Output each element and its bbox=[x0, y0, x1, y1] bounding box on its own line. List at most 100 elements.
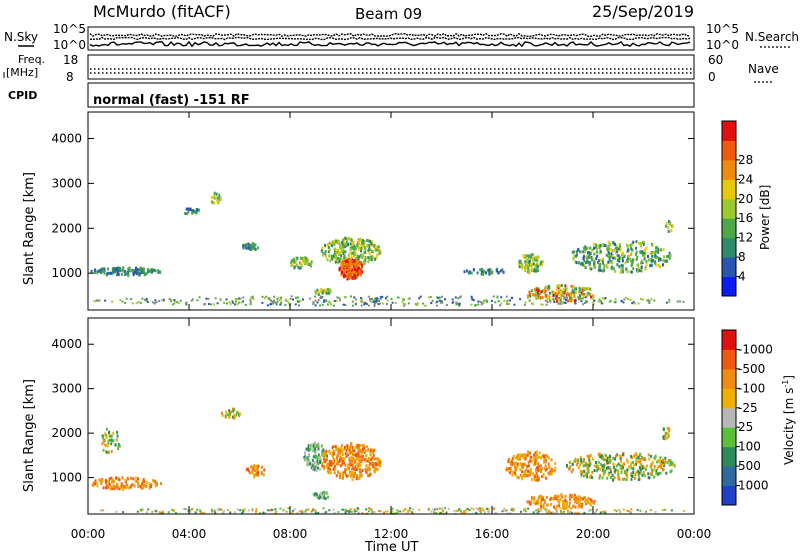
echo-cell bbox=[557, 286, 560, 290]
echo-cell bbox=[136, 510, 139, 513]
echo-cell bbox=[319, 304, 322, 307]
echo-cell bbox=[554, 512, 556, 515]
echo-cell bbox=[364, 259, 367, 262]
echo-cell bbox=[322, 448, 325, 452]
velocity-colorbar-frame bbox=[721, 329, 737, 506]
time-xtick-label: 12:00 bbox=[374, 527, 409, 541]
echo-cell bbox=[584, 245, 587, 249]
echo-cell bbox=[376, 467, 379, 471]
echo-cell bbox=[562, 287, 565, 291]
echo-cell bbox=[314, 299, 317, 302]
echo-cell bbox=[611, 254, 614, 258]
echo-cell bbox=[613, 301, 616, 304]
echo-cell bbox=[630, 270, 633, 274]
echo-cell bbox=[251, 242, 254, 246]
echo-cell bbox=[529, 294, 532, 298]
echo-cell bbox=[326, 303, 329, 306]
echo-cell bbox=[431, 508, 434, 511]
echo-cell bbox=[321, 247, 324, 251]
echo-cell bbox=[627, 298, 630, 301]
echo-cell bbox=[332, 304, 335, 307]
echo-cell bbox=[345, 510, 348, 513]
echo-cell bbox=[333, 300, 336, 302]
echo-cell bbox=[341, 250, 344, 254]
echo-cell bbox=[322, 507, 325, 510]
power-scatter bbox=[90, 191, 685, 307]
echo-cell bbox=[536, 255, 539, 259]
echo-cell bbox=[95, 482, 98, 486]
echo-cell bbox=[618, 477, 621, 481]
echo-cell bbox=[466, 269, 469, 273]
echo-cell bbox=[657, 247, 660, 251]
echo-cell bbox=[365, 302, 368, 305]
echo-cell bbox=[247, 246, 250, 250]
echo-cell bbox=[219, 197, 222, 201]
echo-cell bbox=[537, 289, 540, 292]
echo-cell bbox=[338, 297, 341, 300]
echo-cell bbox=[562, 502, 564, 506]
echo-cell bbox=[526, 453, 529, 457]
echo-cell bbox=[269, 303, 272, 306]
echo-cell bbox=[601, 511, 604, 513]
echo-cell bbox=[407, 297, 410, 300]
echo-cell bbox=[657, 249, 660, 253]
echo-cell bbox=[356, 445, 359, 449]
echo-cell bbox=[535, 293, 538, 297]
echo-cell bbox=[562, 292, 565, 296]
echo-cell bbox=[530, 496, 533, 500]
echo-cell bbox=[416, 304, 419, 307]
echo-cell bbox=[584, 500, 587, 503]
echo-cell bbox=[337, 450, 340, 454]
echo-cell bbox=[351, 275, 354, 279]
echo-cell bbox=[645, 510, 647, 513]
echo-cell bbox=[196, 208, 199, 212]
echo-cell bbox=[371, 511, 374, 514]
echo-cell bbox=[292, 257, 295, 261]
echo-cell bbox=[332, 449, 335, 453]
echo-cell bbox=[378, 299, 380, 302]
echo-cell bbox=[558, 284, 560, 288]
echo-cell bbox=[639, 460, 642, 464]
echo-cell bbox=[390, 298, 393, 300]
echo-cell bbox=[371, 456, 374, 460]
echo-cell bbox=[605, 263, 608, 267]
echo-cell bbox=[360, 246, 363, 250]
echo-cell bbox=[159, 270, 162, 274]
echo-cell bbox=[268, 297, 271, 300]
echo-cell bbox=[661, 509, 664, 512]
echo-cell bbox=[586, 475, 589, 479]
echo-cell bbox=[228, 409, 231, 413]
echo-cell bbox=[211, 510, 213, 513]
echo-cell bbox=[127, 486, 130, 490]
echo-cell bbox=[358, 272, 361, 276]
echo-cell bbox=[305, 508, 308, 511]
echo-cell bbox=[347, 253, 350, 257]
echo-cell bbox=[539, 495, 542, 498]
echo-cell bbox=[605, 459, 608, 463]
echo-cell bbox=[626, 243, 628, 247]
echo-cell bbox=[312, 444, 315, 448]
echo-cell bbox=[273, 300, 276, 303]
echo-cell bbox=[319, 297, 322, 300]
echo-cell bbox=[255, 510, 258, 513]
echo-cell bbox=[667, 229, 670, 233]
echo-cell bbox=[564, 506, 567, 510]
echo-cell bbox=[547, 456, 550, 460]
echo-cell bbox=[468, 271, 470, 275]
echo-cell bbox=[350, 462, 353, 466]
echo-cell bbox=[270, 508, 273, 511]
echo-cell bbox=[595, 257, 598, 261]
echo-cell bbox=[578, 504, 581, 507]
echo-cell bbox=[355, 260, 358, 264]
echo-cell bbox=[210, 508, 213, 511]
echo-cell bbox=[524, 260, 527, 264]
echo-cell bbox=[334, 464, 337, 468]
echo-cell bbox=[590, 255, 593, 259]
time-xtick-label: 00:00 bbox=[71, 527, 106, 541]
echo-cell bbox=[601, 476, 604, 480]
echo-cell bbox=[522, 254, 525, 258]
echo-cell bbox=[175, 511, 177, 514]
echo-cell bbox=[334, 260, 337, 264]
echo-cell bbox=[290, 295, 293, 298]
echo-cell bbox=[601, 454, 604, 458]
